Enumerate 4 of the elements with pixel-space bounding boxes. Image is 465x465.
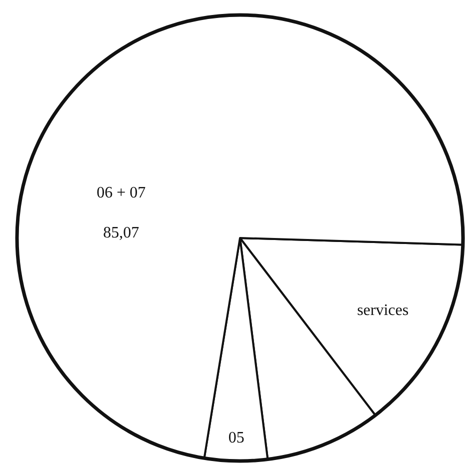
slice-label: services [357,302,409,319]
slice-label: 06 + 07 [96,184,146,202]
data-label: 85,07 [103,224,140,242]
slice-label: 05 [228,429,244,446]
